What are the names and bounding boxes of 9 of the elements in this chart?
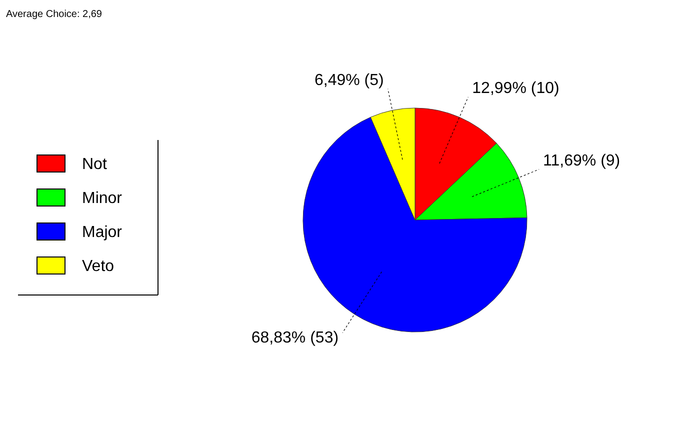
- legend-label: Not: [82, 156, 108, 173]
- data-label: 68,83% (53): [251, 330, 339, 347]
- legend-label: Minor: [82, 190, 123, 207]
- data-label: 6,49% (5): [314, 72, 384, 89]
- legend-label: Major: [82, 224, 123, 241]
- data-label: 12,99% (10): [472, 80, 560, 97]
- legend-label: Veto: [82, 258, 114, 275]
- chart-title: Average Choice: 2,69: [6, 9, 102, 20]
- data-label: 11,69% (9): [543, 152, 620, 170]
